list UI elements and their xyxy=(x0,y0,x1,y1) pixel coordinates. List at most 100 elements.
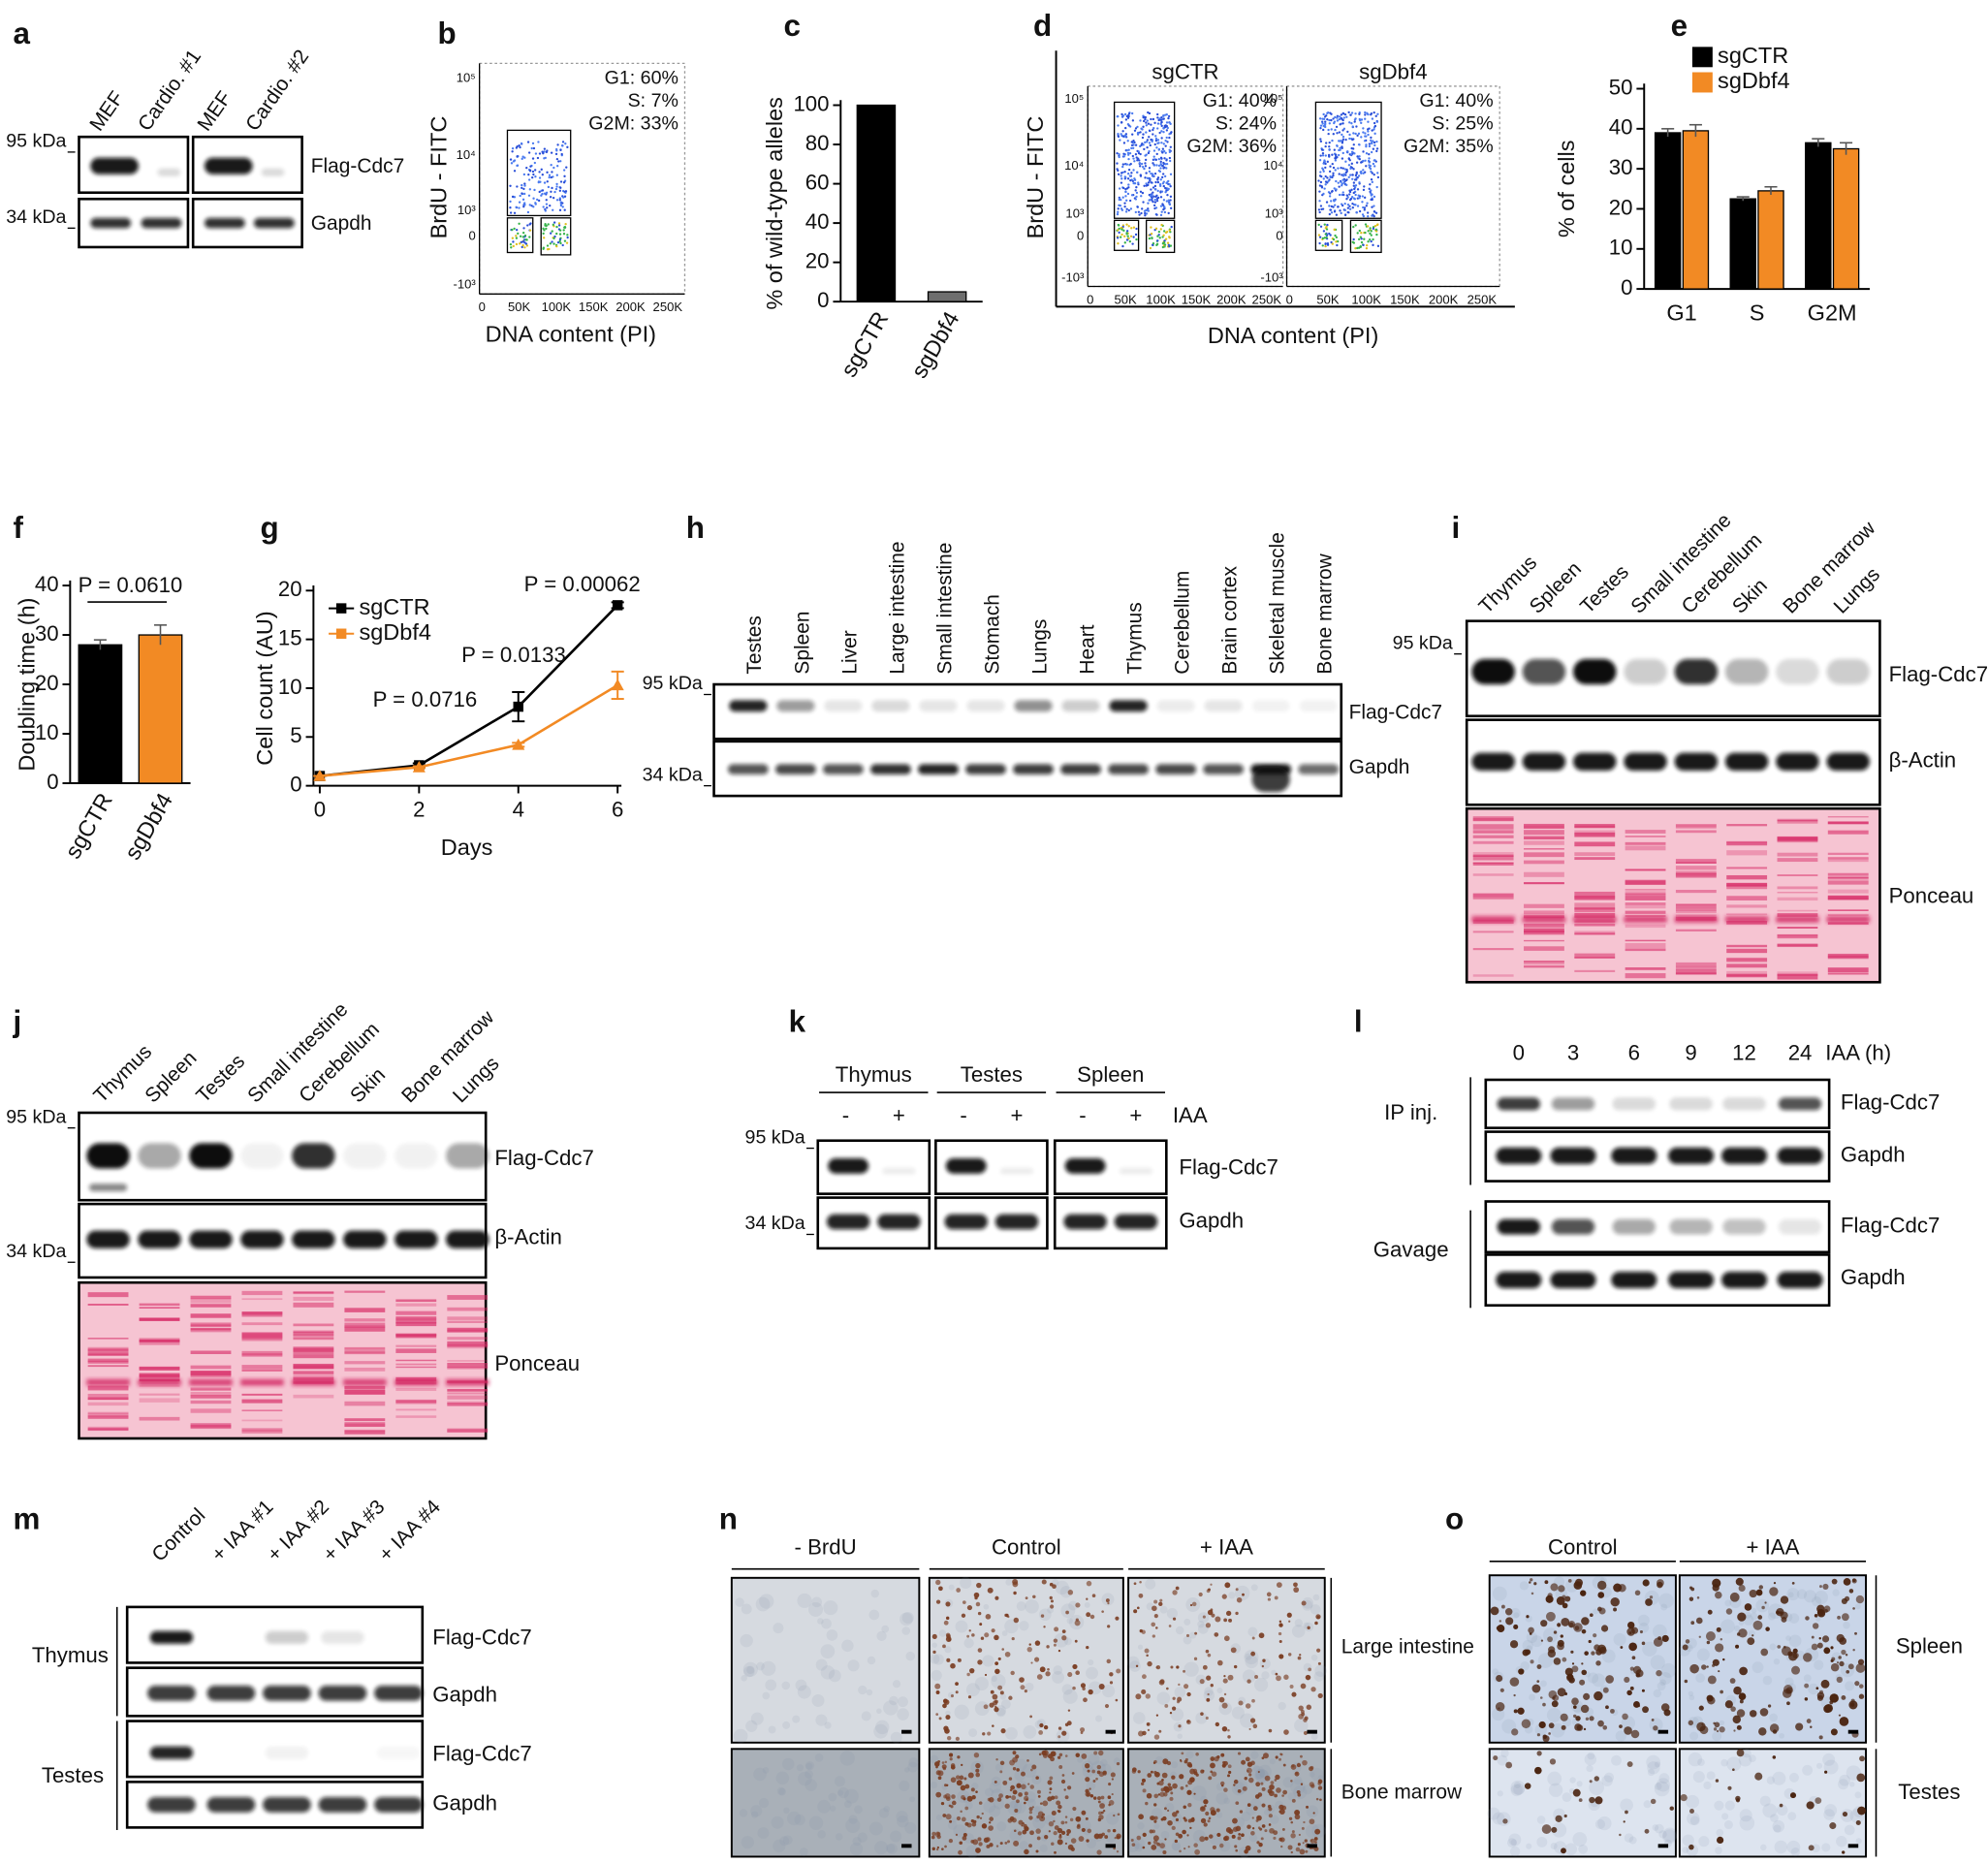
ponceau-stripe xyxy=(1524,848,1564,849)
stained-nucleus xyxy=(1595,1660,1600,1665)
tissue-texture xyxy=(745,1721,757,1732)
event-dot xyxy=(1124,127,1126,129)
ponceau-stripe xyxy=(1625,869,1666,871)
y-axis-label: BrdU - FITC xyxy=(1023,116,1048,239)
ponceau-stripe xyxy=(1524,882,1564,884)
stained-nucleus xyxy=(1841,1695,1846,1700)
y-tick-label: 10 xyxy=(1609,236,1633,260)
event-dot xyxy=(1352,206,1354,208)
ponceau-stripe xyxy=(1473,841,1514,844)
tissue-texture xyxy=(1026,1799,1035,1808)
legend-label: sgCTR xyxy=(359,594,429,619)
event-dot xyxy=(1373,228,1374,230)
stained-nucleus xyxy=(1109,1672,1113,1676)
tissue-texture xyxy=(881,1626,889,1633)
band xyxy=(1496,1272,1541,1288)
stained-nucleus xyxy=(1571,1697,1579,1705)
y-axis-label: Cell count (AU) xyxy=(252,611,277,765)
event-dot xyxy=(1344,161,1346,163)
event-dot xyxy=(543,205,545,207)
event-dot xyxy=(1149,237,1151,239)
event-dot xyxy=(1140,212,1142,214)
event-dot xyxy=(544,181,546,183)
event-dot xyxy=(1154,201,1156,203)
tissue-texture xyxy=(1751,1608,1757,1614)
event-dot xyxy=(1166,163,1168,165)
x-tick-label: 2 xyxy=(413,798,425,822)
ponceau-stripe xyxy=(88,1365,129,1367)
stained-nucleus xyxy=(1029,1830,1034,1835)
stained-nucleus xyxy=(1038,1795,1041,1798)
stained-nucleus xyxy=(1262,1787,1266,1791)
event-dot xyxy=(1127,173,1129,174)
stained-nucleus xyxy=(1176,1811,1179,1814)
stained-nucleus xyxy=(1164,1704,1168,1708)
tissue-texture xyxy=(1854,1791,1861,1798)
tissue-texture xyxy=(876,1708,882,1714)
tissue-texture xyxy=(1088,1753,1099,1765)
event-dot xyxy=(534,162,536,164)
event-dot xyxy=(1377,245,1379,247)
stained-nucleus xyxy=(1261,1837,1264,1840)
event-dot xyxy=(560,205,562,206)
row-label: Gapdh xyxy=(432,1682,497,1706)
stained-nucleus xyxy=(1234,1665,1237,1668)
lane-label: Spleen xyxy=(791,611,813,674)
event-dot xyxy=(1127,154,1129,156)
stained-nucleus xyxy=(1513,1625,1518,1629)
stained-nucleus xyxy=(1207,1589,1211,1593)
event-dot xyxy=(1341,122,1343,124)
tissue-texture xyxy=(779,1836,789,1846)
event-dot xyxy=(552,224,554,226)
ponceau-stripe xyxy=(1574,932,1615,934)
event-dot xyxy=(546,203,548,205)
ponceau-stripe xyxy=(189,1379,232,1386)
y-tick-label: 50 xyxy=(1609,75,1633,99)
event-dot xyxy=(1156,113,1158,115)
stained-nucleus xyxy=(1264,1829,1267,1832)
tissue-texture xyxy=(1060,1603,1075,1618)
stained-nucleus xyxy=(1309,1766,1313,1771)
stained-nucleus xyxy=(946,1658,950,1662)
stained-nucleus xyxy=(1004,1614,1007,1617)
stained-nucleus xyxy=(1112,1793,1114,1795)
band xyxy=(1298,764,1339,774)
tissue-texture xyxy=(1660,1603,1667,1610)
event-dot xyxy=(1146,153,1148,155)
stained-nucleus xyxy=(1739,1585,1746,1592)
event-dot xyxy=(511,150,513,152)
event-dot xyxy=(1122,153,1124,155)
stained-nucleus xyxy=(1247,1803,1251,1807)
event-dot xyxy=(512,196,514,198)
row-label: β-Actin xyxy=(494,1224,562,1248)
stained-nucleus xyxy=(1211,1684,1214,1687)
event-dot xyxy=(1138,213,1140,215)
stained-nucleus xyxy=(1760,1649,1768,1657)
stained-nucleus xyxy=(1715,1722,1720,1728)
stained-nucleus xyxy=(1715,1592,1722,1599)
event-dot xyxy=(1155,146,1157,148)
y-tick-label: 40 xyxy=(35,572,59,596)
stained-nucleus xyxy=(1262,1659,1265,1662)
event-dot xyxy=(1152,133,1153,135)
gate-stat: S: 7% xyxy=(628,90,678,111)
event-dot xyxy=(1160,178,1162,180)
band xyxy=(205,218,245,228)
stained-nucleus xyxy=(1253,1724,1258,1729)
event-dot xyxy=(1351,196,1353,198)
stained-nucleus xyxy=(1278,1654,1283,1658)
stained-nucleus xyxy=(1147,1773,1152,1778)
stained-nucleus xyxy=(1091,1770,1095,1774)
ponceau-stripe xyxy=(343,1379,386,1386)
event-dot xyxy=(551,187,552,189)
ponceau-stripe xyxy=(88,1347,129,1349)
tissue-texture xyxy=(1313,1595,1320,1601)
stained-nucleus xyxy=(1208,1819,1211,1822)
event-dot xyxy=(520,195,521,197)
event-dot xyxy=(1166,137,1168,139)
ponceau-stripe xyxy=(344,1402,385,1406)
stained-nucleus xyxy=(1699,1636,1701,1638)
tissue-texture xyxy=(1821,1843,1830,1851)
x-tick-label: sgDbf4 xyxy=(906,307,964,383)
event-dot xyxy=(1116,162,1118,164)
